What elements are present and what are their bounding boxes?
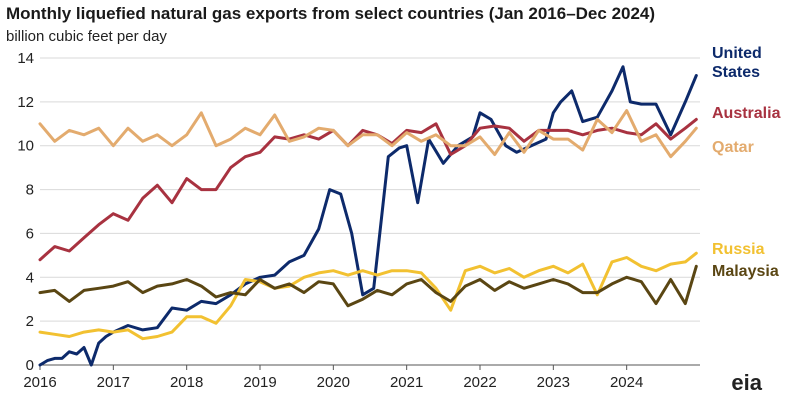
y-axis-ticks: 0 2 4 6 8 10 12 14: [17, 50, 34, 374]
x-tick-label: 2017: [97, 374, 130, 391]
y-tick-label: 6: [26, 225, 34, 242]
chart-title: Monthly liquefied natural gas exports fr…: [6, 4, 656, 23]
x-tick-label: 2022: [463, 374, 496, 391]
series-lines: [38, 65, 698, 367]
x-tick-label: 2023: [537, 374, 570, 391]
x-tick-label: 2020: [317, 374, 350, 391]
y-tick-label: 14: [17, 50, 34, 67]
x-axis-ticks: 2016 2017 2018 2019 2020 2021 2022 2023 2024: [23, 365, 643, 391]
y-tick-label: 8: [26, 182, 34, 199]
x-tick-label: 2024: [610, 374, 643, 391]
series-line-qatar: [38, 109, 698, 159]
gridlines: [40, 57, 700, 366]
y-tick-label: 12: [17, 94, 34, 111]
y-tick-label: 2: [26, 313, 34, 330]
y-tick-label: 10: [17, 138, 34, 155]
series-label-russia: Russia: [712, 241, 765, 258]
series-line-united-states: [38, 65, 698, 367]
series-line-malaysia: [38, 264, 698, 308]
chart-subtitle: billion cubic feet per day: [6, 28, 167, 45]
y-tick-label: 4: [26, 269, 34, 286]
x-tick-label: 2016: [23, 374, 56, 391]
series-label-malaysia: Malaysia: [712, 263, 779, 280]
series-label-united-states: United States: [712, 45, 762, 81]
series-labels: United States Australia Qatar Russia Malaysia: [712, 45, 781, 280]
x-tick-label: 2018: [170, 374, 203, 391]
series-label-australia: Australia: [712, 105, 781, 122]
x-tick-label: 2019: [243, 374, 276, 391]
y-tick-label: 0: [26, 357, 34, 374]
series-line-russia: [38, 251, 698, 341]
series-label-qatar: Qatar: [712, 139, 754, 156]
eia-logo: eia: [731, 370, 762, 395]
x-tick-label: 2021: [390, 374, 423, 391]
